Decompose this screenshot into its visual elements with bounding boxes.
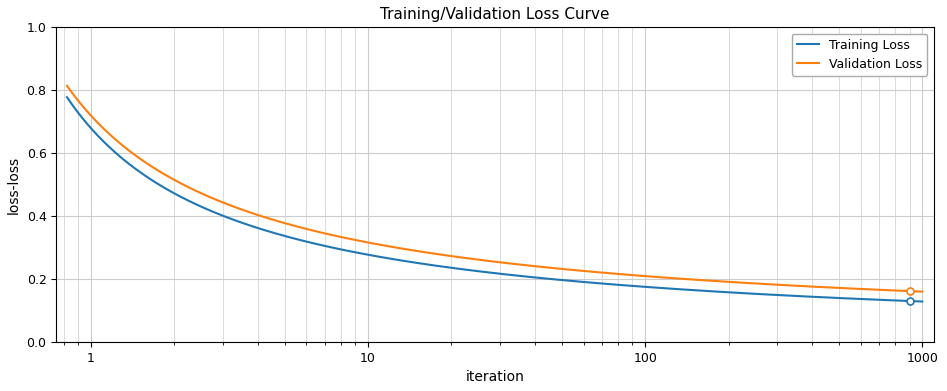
Training Loss: [62, 95, 73, 100]
X-axis label: iteration: iteration: [466, 370, 525, 384]
Training Loss: [149, 179, 160, 184]
Validation Loss: [649, 274, 660, 279]
Validation Loss: [728, 280, 740, 285]
Title: Training/Validation Loss Curve: Training/Validation Loss Curve: [380, 7, 610, 22]
Legend: Training Loss, Validation Loss: Training Loss, Validation Loss: [792, 34, 927, 76]
Validation Loss: [917, 289, 928, 294]
Validation Loss: [743, 281, 755, 285]
Validation Loss: [407, 248, 419, 253]
Training Loss: [649, 285, 660, 290]
Line: Training Loss: Training Loss: [67, 97, 922, 301]
Validation Loss: [438, 253, 449, 257]
Training Loss: [728, 290, 740, 295]
Training Loss: [743, 291, 755, 296]
Validation Loss: [149, 166, 160, 170]
Training Loss: [438, 264, 449, 269]
Y-axis label: loss-loss: loss-loss: [7, 156, 21, 213]
Training Loss: [917, 299, 928, 304]
Training Loss: [407, 260, 419, 265]
Validation Loss: [62, 83, 73, 88]
Line: Validation Loss: Validation Loss: [67, 86, 922, 292]
